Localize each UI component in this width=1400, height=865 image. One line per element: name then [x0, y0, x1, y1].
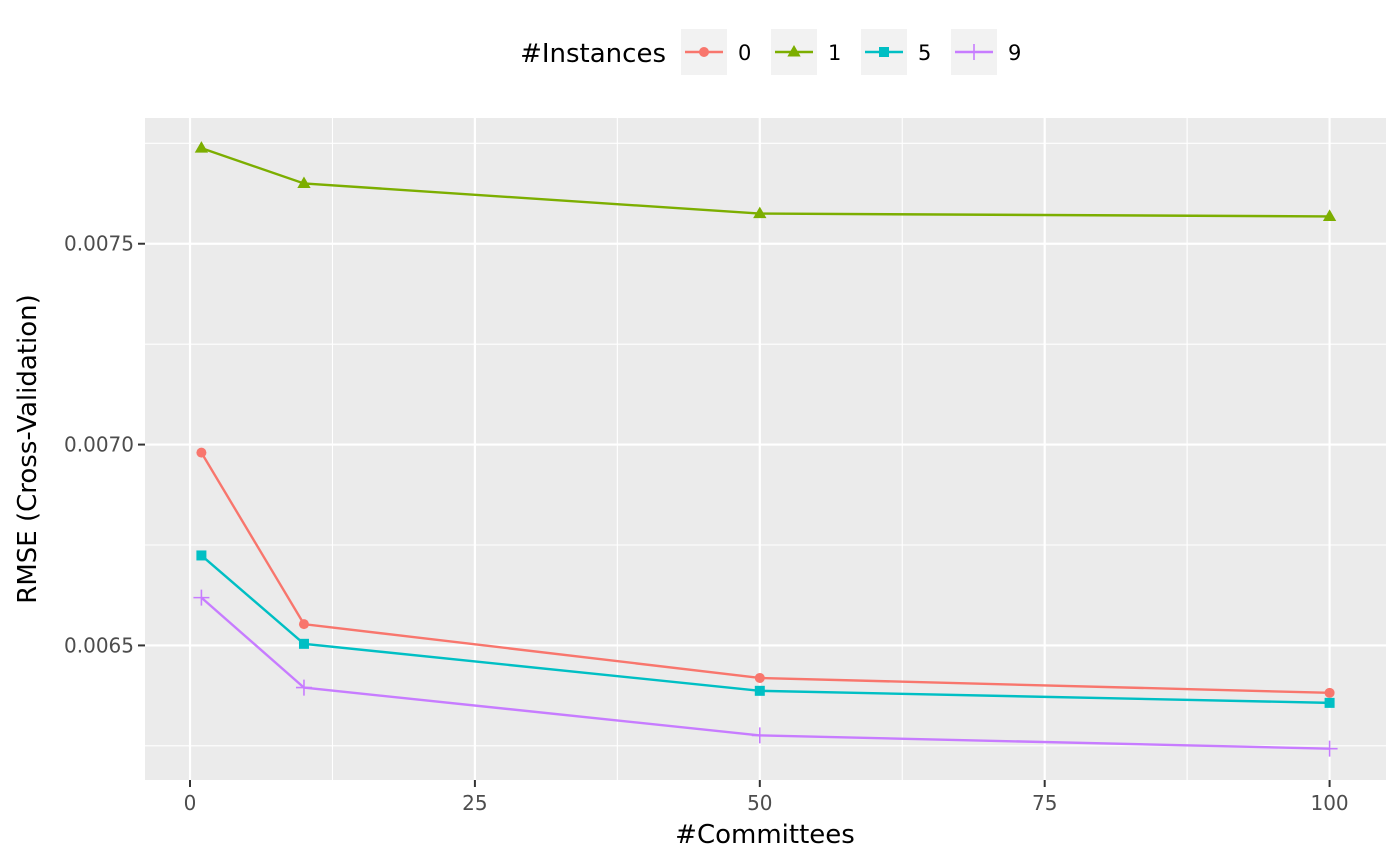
data-point-1 — [194, 141, 209, 153]
y-tick-label: 0.0065 — [64, 633, 134, 657]
data-point-5 — [754, 685, 765, 696]
legend-key-marker — [879, 47, 889, 57]
minor-grid — [145, 118, 1386, 780]
y-tick-label: 0.0075 — [64, 232, 134, 256]
x-tick-label: 100 — [1310, 791, 1348, 815]
axes: 0 25 50 75 100 0.0065 0.0070 0.0075 — [64, 232, 1349, 815]
y-tick-label: 0.0070 — [64, 433, 134, 457]
legend: #Instances 0 1 5 9 — [520, 29, 1021, 75]
x-tick-label: 25 — [462, 791, 487, 815]
data-point-1 — [753, 206, 767, 219]
series-line-5 — [200, 554, 1330, 705]
data-point-9 — [193, 589, 210, 606]
data-point-5 — [1324, 697, 1335, 708]
y-axis-title: RMSE (Cross-Validation) — [13, 294, 43, 604]
x-tick-label: 75 — [1032, 791, 1057, 815]
legend-item-9: 9 — [951, 29, 1021, 75]
legend-label: 5 — [918, 41, 931, 65]
data-point-0 — [196, 447, 207, 458]
major-grid — [145, 118, 1386, 780]
legend-item-1: 1 — [771, 29, 841, 75]
x-tick-label: 0 — [184, 791, 197, 815]
legend-title: #Instances — [520, 39, 666, 69]
data-point-9 — [1321, 740, 1338, 757]
x-tick-label: 50 — [747, 791, 772, 815]
plot-panel — [145, 118, 1386, 780]
data-point-0 — [298, 619, 309, 630]
data-point-1 — [1322, 209, 1337, 221]
data-point-0 — [1324, 687, 1335, 698]
legend-item-5: 5 — [861, 29, 931, 75]
data-point-1 — [297, 176, 311, 189]
series-layer — [193, 141, 1338, 757]
series-1 — [194, 141, 1337, 221]
series-line-1 — [201, 146, 1330, 218]
series-line-0 — [200, 452, 1330, 695]
data-point-5 — [298, 638, 309, 649]
legend-label: 1 — [828, 41, 841, 65]
legend-label: 9 — [1008, 41, 1021, 65]
data-point-0 — [754, 672, 765, 683]
series-5 — [196, 550, 1335, 708]
legend-label: 0 — [738, 41, 751, 65]
legend-key-marker — [787, 45, 801, 57]
legend-key-marker — [966, 44, 982, 60]
legend-key-marker — [699, 47, 709, 57]
legend-item-0: 0 — [681, 29, 751, 75]
data-point-9 — [295, 679, 312, 696]
series-line-9 — [200, 596, 1330, 750]
series-9 — [193, 589, 1338, 757]
series-0 — [196, 447, 1335, 698]
data-point-9 — [751, 727, 768, 744]
x-axis-title: #Committees — [675, 820, 855, 850]
data-point-5 — [196, 550, 207, 561]
